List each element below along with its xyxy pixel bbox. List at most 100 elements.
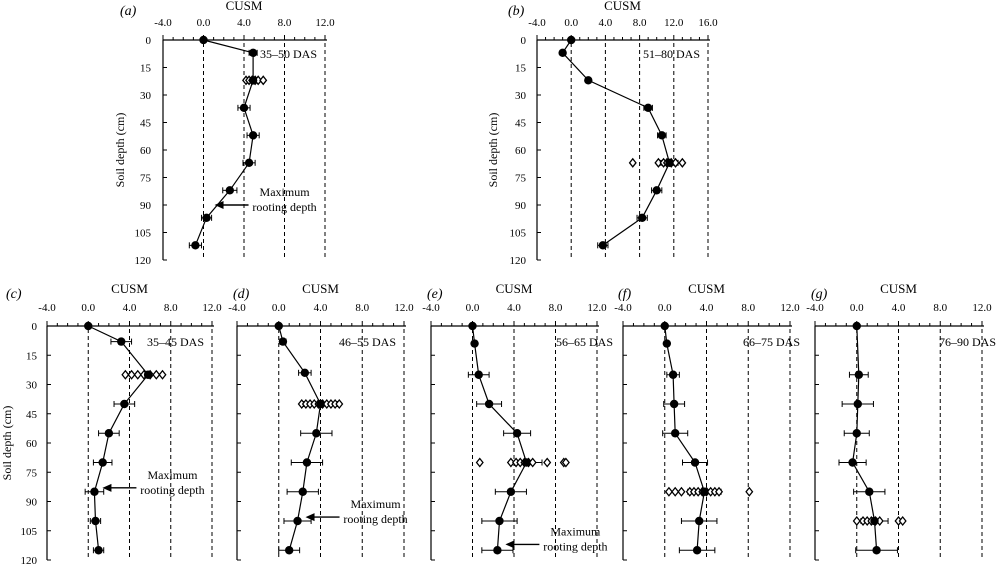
open-diamond-marker [127, 369, 136, 380]
x-tick-label: 0.0 [272, 302, 286, 314]
data-point [660, 321, 669, 331]
data-point [484, 399, 494, 409]
panel-label: (f) [618, 287, 632, 302]
y-tick-label: 75 [140, 173, 152, 185]
y-tick-label: 15 [26, 350, 38, 362]
data-point [872, 546, 881, 555]
x-axis-title: CUSM [496, 281, 533, 296]
data-point [302, 458, 312, 467]
data-point [854, 370, 864, 379]
y-tick-label: 90 [515, 200, 527, 212]
data-point [120, 399, 129, 409]
data-point [852, 321, 861, 331]
annotation-text: rooting depth [252, 200, 316, 214]
period-label: 35–50 DAS [260, 47, 317, 61]
panel-label: (b) [508, 4, 525, 19]
x-tick-label: -4.0 [422, 302, 440, 314]
open-diamond-marker [152, 369, 161, 380]
period-label: 56–65 DAS [556, 335, 613, 349]
annotation-arrowhead [214, 201, 224, 209]
annotation-text: Maximum [550, 524, 601, 538]
x-tick-label: 4.0 [599, 17, 613, 29]
data-point [493, 546, 502, 555]
x-tick-label: 0.0 [197, 17, 211, 29]
y-tick-label: 15 [515, 63, 527, 75]
x-tick-label: 8.0 [741, 302, 755, 314]
data-point [91, 516, 100, 526]
data-point [512, 429, 522, 438]
data-point [239, 103, 249, 113]
annotation-text: rooting depth [140, 483, 204, 497]
y-tick-label: 0 [32, 321, 38, 333]
data-point [865, 487, 874, 496]
y-axis-title: Soil depth (cm) [486, 113, 500, 188]
open-diamond-marker [628, 157, 637, 168]
x-tick-label: -4.0 [806, 302, 824, 314]
x-axis-title: CUSM [111, 281, 148, 296]
data-point [643, 103, 653, 113]
x-axis-title: CUSM [604, 0, 641, 13]
y-tick-label: 45 [140, 118, 152, 130]
series-line [471, 325, 528, 551]
x-tick-label: 12.0 [394, 302, 414, 314]
x-tick-label: -4.0 [228, 302, 246, 314]
annotation-arrowhead [505, 540, 515, 549]
series-line [561, 39, 671, 246]
open-diamond-marker [528, 457, 537, 468]
annotation-text: Maximum [351, 497, 402, 511]
open-diamond-marker [852, 515, 861, 527]
y-tick-label: 105 [135, 228, 152, 240]
y-tick-label: 15 [140, 63, 152, 75]
data-point [665, 158, 674, 168]
data-point [506, 487, 516, 496]
y-tick-label: 90 [26, 497, 38, 509]
y-tick-label: 105 [510, 228, 527, 240]
x-tick-label: -4.0 [38, 302, 56, 314]
data-point [668, 370, 678, 379]
y-tick-label: 30 [515, 90, 527, 102]
x-tick-label: 4.0 [507, 302, 521, 314]
data-point [191, 241, 200, 250]
data-point [853, 399, 862, 409]
panel-e: (e) CUSM -4.0 0.0 4.0 8.0 12.0 56–65 DAS Maximum… [422, 281, 613, 561]
open-diamond-marker [259, 75, 268, 86]
panel-label: (c) [6, 287, 22, 302]
x-tick-label: -4.0 [154, 17, 172, 29]
period-label: 46–55 DAS [339, 335, 396, 349]
x-axis-title: CUSM [880, 281, 917, 296]
data-point [248, 76, 258, 85]
x-tick-label: 0.0 [850, 302, 864, 314]
data-point [202, 213, 211, 223]
data-point [692, 546, 702, 555]
period-label: 51–80 DAS [643, 47, 700, 61]
open-diamond-marker [664, 486, 673, 497]
x-tick-label: 4.0 [237, 17, 251, 29]
data-point [248, 48, 258, 58]
x-tick-label: 8.0 [933, 302, 947, 314]
x-axis-title: CUSM [688, 281, 725, 296]
open-diamond-marker [714, 486, 724, 497]
open-diamond-marker [745, 486, 754, 497]
x-tick-label: 8.0 [633, 17, 647, 29]
data-point [84, 321, 93, 331]
data-point [298, 487, 307, 496]
series-line [664, 325, 706, 551]
y-axis-title: Soil depth (cm) [113, 113, 127, 188]
open-diamond-marker [158, 369, 167, 380]
x-tick-label: 12.0 [780, 302, 800, 314]
data-point [470, 339, 479, 348]
y-tick-label: 120 [135, 255, 152, 267]
data-point [669, 399, 679, 409]
data-point [474, 370, 483, 379]
data-point [143, 370, 153, 379]
series-line [851, 325, 878, 551]
annotation-text: Maximum [260, 185, 311, 199]
open-diamond-marker [671, 486, 680, 497]
data-point [495, 516, 504, 526]
x-tick-label: 0.0 [658, 302, 672, 314]
y-tick-label: 75 [515, 173, 527, 185]
